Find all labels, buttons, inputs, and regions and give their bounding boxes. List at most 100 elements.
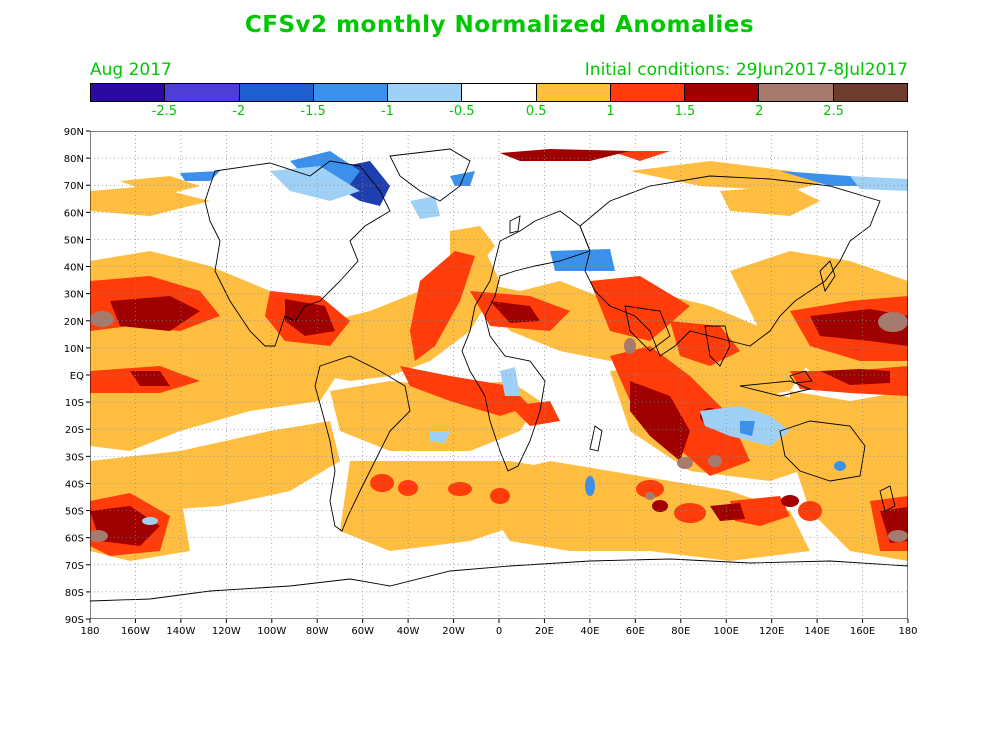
initial-conditions: Initial conditions: 29Jun2017-8Jul2017 xyxy=(584,60,908,80)
lon-tick-label: 0 xyxy=(496,626,502,637)
lightblue-anomaly xyxy=(142,517,158,525)
red-anomaly xyxy=(490,488,510,504)
lon-tick-label: 100E xyxy=(714,626,739,637)
colorbar-label: -2 xyxy=(232,104,246,119)
lightblue-anomaly xyxy=(430,431,450,443)
lightblue-anomaly xyxy=(500,367,520,396)
coastline xyxy=(779,420,866,482)
coastline xyxy=(819,260,836,293)
coastline xyxy=(879,485,896,512)
colorbar-swatch xyxy=(462,84,537,101)
red-anomaly xyxy=(636,480,664,498)
blue-anomaly xyxy=(740,421,755,436)
red-anomaly xyxy=(674,503,706,523)
coastline xyxy=(579,175,881,357)
colorbar-swatch xyxy=(833,84,907,101)
darkred-anomaly xyxy=(500,149,630,161)
lightblue-anomaly xyxy=(270,166,360,201)
colorbar-label: 0.5 xyxy=(525,104,547,119)
forecast-month: Aug 2017 xyxy=(90,60,172,80)
darkred-anomaly xyxy=(110,296,200,331)
colorbar-label: 1 xyxy=(606,104,615,119)
lon-tick-label: 40W xyxy=(397,626,420,637)
colorbar-label: 1.5 xyxy=(674,104,696,119)
lon-tick-label: 20E xyxy=(535,626,554,637)
colorbar-swatch xyxy=(239,84,314,101)
colorbar-labels: -2.5 -2 -1.5 -1 -0.5 0.5 1 1.5 2 2.5 xyxy=(90,104,908,122)
red-anomaly xyxy=(610,151,670,161)
coastline xyxy=(204,160,391,347)
lat-tick-label: 10S xyxy=(65,398,84,409)
blue-anomaly xyxy=(550,249,615,271)
brown-anomaly xyxy=(90,530,108,542)
lon-tick-label: 80E xyxy=(671,626,690,637)
red-anomaly xyxy=(400,366,530,416)
colorbar-swatch xyxy=(685,84,760,101)
orange-anomaly xyxy=(720,186,820,216)
orange-anomaly xyxy=(120,176,200,196)
blue-anomaly xyxy=(450,171,475,186)
red-anomaly xyxy=(798,501,822,521)
darkred-anomaly xyxy=(285,299,335,336)
lat-tick-label: 70S xyxy=(65,561,84,572)
colorbar-swatch xyxy=(388,84,463,101)
darkred-anomaly xyxy=(820,369,890,385)
darkred-anomaly xyxy=(652,500,668,512)
colorbar-label: -1.5 xyxy=(300,104,326,119)
lat-tick-label: 80S xyxy=(65,588,84,599)
lightblue-anomaly xyxy=(410,196,440,219)
lat-tick-label: 90S xyxy=(65,615,84,626)
map-panel xyxy=(90,131,908,619)
red-anomaly xyxy=(730,496,790,526)
red-anomaly xyxy=(610,346,750,476)
brown-anomaly xyxy=(677,457,693,469)
lat-tick-label: 50N xyxy=(64,235,84,246)
lat-tick-label: 50S xyxy=(65,507,84,518)
chart-title: CFSv2 monthly Normalized Anomalies xyxy=(244,12,755,38)
coastline xyxy=(90,558,908,619)
brown-anomaly xyxy=(90,311,114,327)
lon-tick-label: 60E xyxy=(626,626,645,637)
lon-tick-label: 140W xyxy=(166,626,195,637)
blue-anomaly xyxy=(834,461,846,471)
lat-tick-label: 10N xyxy=(64,344,84,355)
coastline xyxy=(739,380,812,397)
red-anomaly xyxy=(398,480,418,496)
colorbar-swatch xyxy=(91,84,166,101)
blue-anomaly xyxy=(585,476,595,496)
brown-anomaly xyxy=(878,312,908,332)
red-anomaly xyxy=(670,321,740,366)
darkred-anomaly xyxy=(130,371,170,386)
brown-anomaly xyxy=(708,455,722,467)
lon-tick-label: 140E xyxy=(804,626,829,637)
lon-tick-label: 180 xyxy=(80,626,99,637)
anomaly-fields xyxy=(90,149,908,561)
anomaly-map xyxy=(90,131,908,619)
lat-tick-label: 30N xyxy=(64,290,84,301)
lon-tick-label: 160E xyxy=(850,626,875,637)
darkred-anomaly xyxy=(490,301,540,323)
blue-anomaly xyxy=(180,171,220,181)
brown-anomaly xyxy=(645,492,655,500)
coastline xyxy=(789,370,813,384)
lat-tick-label: 20S xyxy=(65,425,84,436)
lat-tick-label: 40N xyxy=(64,263,84,274)
coastline xyxy=(314,355,411,532)
lon-tick-label: 160W xyxy=(121,626,150,637)
colorbar-label: -0.5 xyxy=(449,104,475,119)
lon-tick-label: 120E xyxy=(759,626,784,637)
lat-tick-label: 60S xyxy=(65,534,84,545)
colorbar-label: 2.5 xyxy=(823,104,844,119)
orange-anomaly xyxy=(470,461,810,561)
lon-tick-label: 40E xyxy=(580,626,599,637)
colorbar-swatch xyxy=(610,84,686,101)
lon-tick-label: 60W xyxy=(351,626,374,637)
colorbar-swatch xyxy=(165,84,240,101)
lon-tick-label: 180 xyxy=(898,626,917,637)
colorbar-swatch xyxy=(313,84,389,101)
lon-tick-label: 20W xyxy=(442,626,465,637)
lon-tick-label: 80W xyxy=(306,626,329,637)
colorbar-label: 2 xyxy=(755,104,764,119)
lat-tick-label: 30S xyxy=(65,452,84,463)
lat-tick-label: 60N xyxy=(64,208,84,219)
